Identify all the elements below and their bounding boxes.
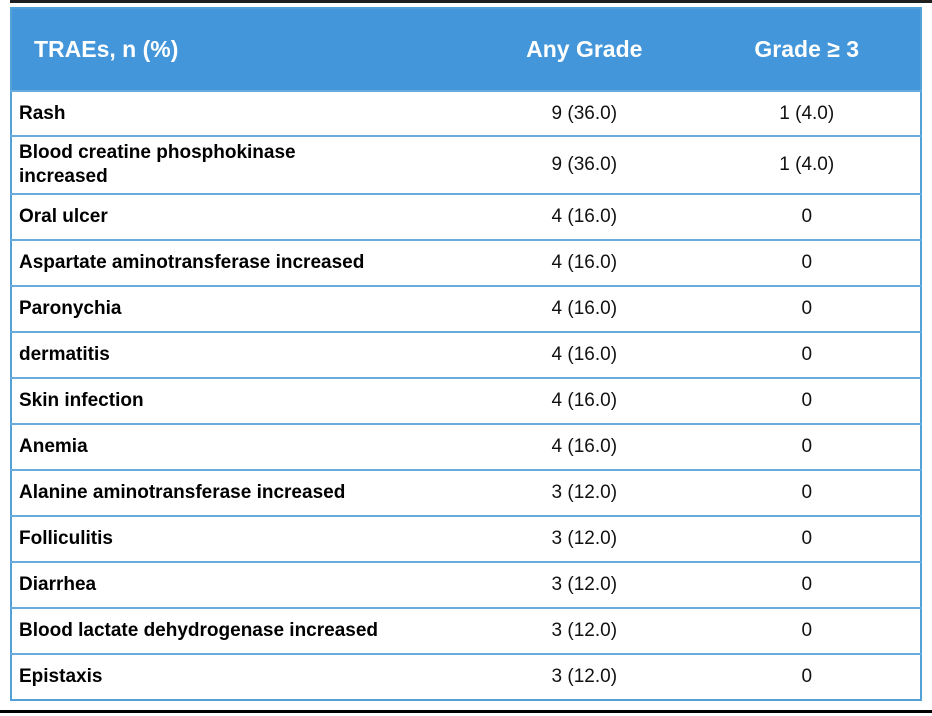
grade-ge3-value: 1 (4.0) bbox=[693, 135, 921, 194]
any-grade-value: 9 (36.0) bbox=[475, 90, 694, 136]
column-header-grade-ge3: Grade ≥ 3 bbox=[693, 8, 921, 91]
any-grade-value: 4 (16.0) bbox=[475, 285, 694, 332]
any-grade-value: 4 (16.0) bbox=[475, 193, 694, 240]
trae-label: Oral ulcer bbox=[11, 193, 476, 240]
bottom-rule bbox=[0, 710, 932, 713]
table-row: Folliculitis 3 (12.0) 0 bbox=[11, 515, 921, 562]
trae-label: Diarrhea bbox=[11, 561, 476, 608]
any-grade-value: 4 (16.0) bbox=[475, 423, 694, 470]
table-row: Skin infection 4 (16.0) 0 bbox=[11, 377, 921, 424]
trae-label: Blood lactate dehydrogenase increased bbox=[11, 607, 476, 654]
trae-label: Epistaxis bbox=[11, 653, 476, 700]
any-grade-value: 4 (16.0) bbox=[475, 239, 694, 286]
trae-label: Alanine aminotransferase increased bbox=[11, 469, 476, 516]
table-row: Epistaxis 3 (12.0) 0 bbox=[11, 653, 921, 700]
any-grade-value: 9 (36.0) bbox=[475, 135, 694, 194]
table-row: Alanine aminotransferase increased 3 (12.… bbox=[11, 469, 921, 516]
table-row: Aspartate aminotransferase increased 4 (1… bbox=[11, 239, 921, 286]
table-row: Blood lactate dehydrogenase increased 3 (… bbox=[11, 607, 921, 654]
trae-label: Paronychia bbox=[11, 285, 476, 332]
trae-table: TRAEs, n (%) Any Grade Grade ≥ 3 Rash 9 (… bbox=[10, 7, 922, 701]
any-grade-value: 4 (16.0) bbox=[475, 331, 694, 378]
trae-label: Folliculitis bbox=[11, 515, 476, 562]
any-grade-value: 3 (12.0) bbox=[475, 607, 694, 654]
table-row: Anemia 4 (16.0) 0 bbox=[11, 423, 921, 470]
table-header: TRAEs, n (%) Any Grade Grade ≥ 3 bbox=[11, 8, 921, 91]
grade-ge3-value: 0 bbox=[693, 653, 921, 700]
grade-ge3-value: 1 (4.0) bbox=[693, 90, 921, 136]
grade-ge3-value: 0 bbox=[693, 607, 921, 654]
any-grade-value: 3 (12.0) bbox=[475, 515, 694, 562]
any-grade-value: 3 (12.0) bbox=[475, 469, 694, 516]
table-row: Paronychia 4 (16.0) 0 bbox=[11, 285, 921, 332]
top-rule bbox=[10, 0, 932, 3]
header-row: TRAEs, n (%) Any Grade Grade ≥ 3 bbox=[11, 8, 921, 91]
table-row: Diarrhea 3 (12.0) 0 bbox=[11, 561, 921, 608]
trae-label: Skin infection bbox=[11, 377, 476, 424]
trae-label: Anemia bbox=[11, 423, 476, 470]
grade-ge3-value: 0 bbox=[693, 239, 921, 286]
grade-ge3-value: 0 bbox=[693, 423, 921, 470]
table-row: dermatitis 4 (16.0) 0 bbox=[11, 331, 921, 378]
any-grade-value: 3 (12.0) bbox=[475, 561, 694, 608]
grade-ge3-value: 0 bbox=[693, 193, 921, 240]
table-row: Rash 9 (36.0) 1 (4.0) bbox=[11, 90, 921, 136]
trae-label: dermatitis bbox=[11, 331, 476, 378]
grade-ge3-value: 0 bbox=[693, 469, 921, 516]
column-header-any-grade: Any Grade bbox=[475, 8, 694, 91]
grade-ge3-value: 0 bbox=[693, 285, 921, 332]
grade-ge3-value: 0 bbox=[693, 561, 921, 608]
grade-ge3-value: 0 bbox=[693, 377, 921, 424]
trae-label: Rash bbox=[11, 90, 476, 136]
table-row: Blood creatine phosphokinase increased 9 … bbox=[11, 135, 921, 194]
any-grade-value: 3 (12.0) bbox=[475, 653, 694, 700]
any-grade-value: 4 (16.0) bbox=[475, 377, 694, 424]
trae-label: Aspartate aminotransferase increased bbox=[11, 239, 476, 286]
column-header-traes: TRAEs, n (%) bbox=[11, 8, 476, 91]
grade-ge3-value: 0 bbox=[693, 515, 921, 562]
grade-ge3-value: 0 bbox=[693, 331, 921, 378]
trae-label: Blood creatine phosphokinase increased bbox=[11, 135, 476, 194]
table-row: Oral ulcer 4 (16.0) 0 bbox=[11, 193, 921, 240]
table-body: Rash 9 (36.0) 1 (4.0) Blood creatine phosph… bbox=[11, 90, 921, 700]
